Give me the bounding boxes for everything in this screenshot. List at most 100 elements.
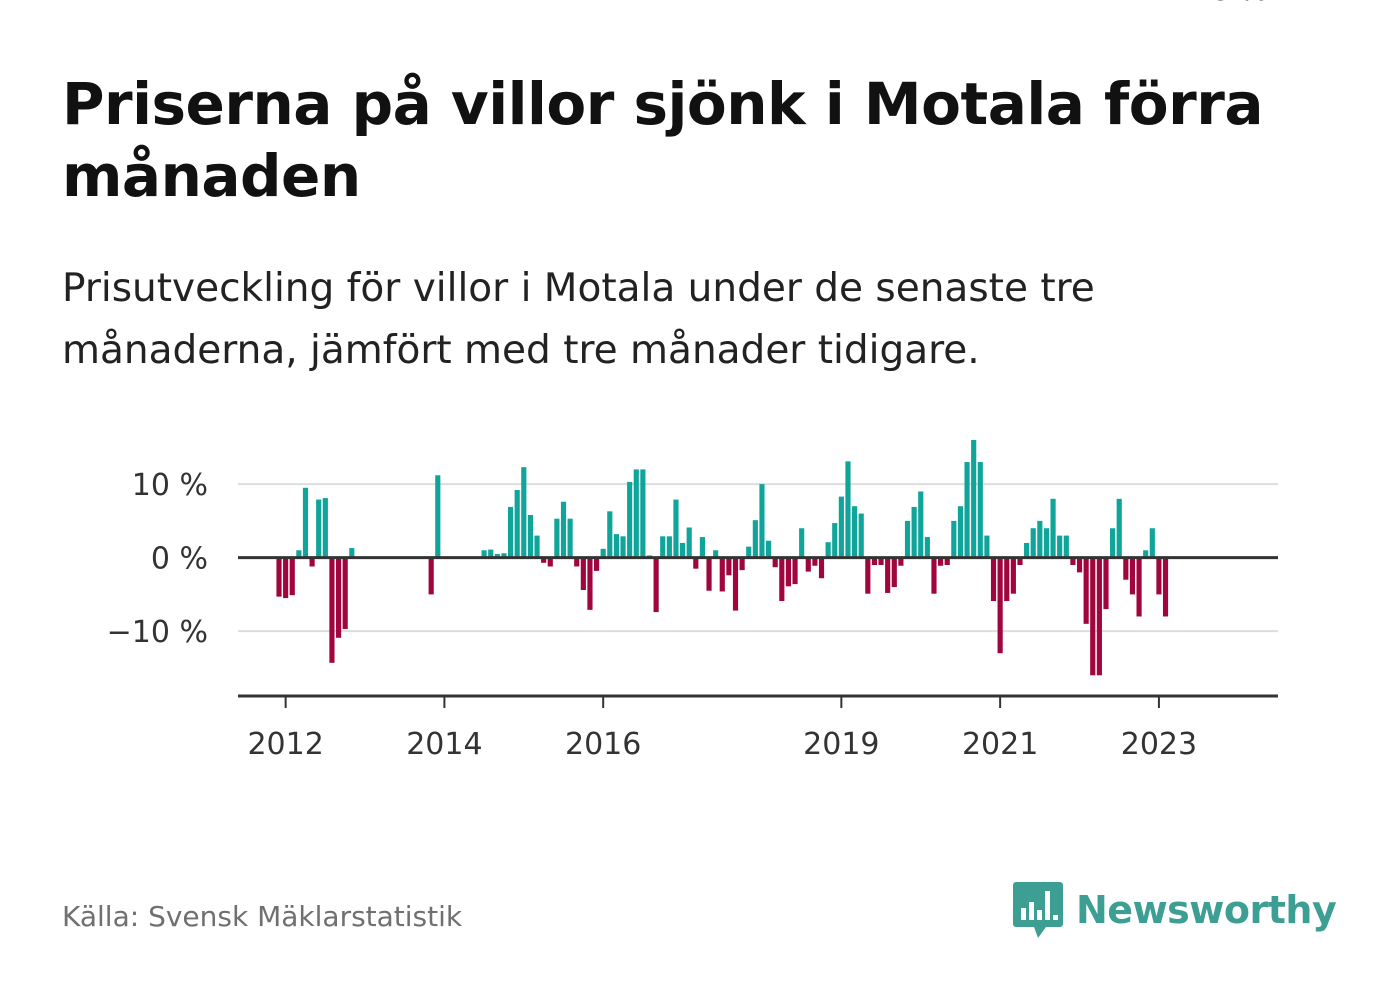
bar-2014-07 bbox=[481, 550, 487, 558]
bar-2012-10 bbox=[342, 557, 348, 629]
y-tick-label: 0 % bbox=[151, 542, 208, 577]
bar-2021-05 bbox=[1024, 542, 1030, 558]
bar-2012-02 bbox=[289, 557, 295, 596]
bar-2012-08 bbox=[329, 557, 335, 663]
bar-2022-12 bbox=[1149, 528, 1155, 558]
bar-2021-02 bbox=[1004, 557, 1010, 602]
bar-2019-10 bbox=[898, 557, 904, 566]
bar-2012-06 bbox=[316, 499, 322, 558]
bar-2014-12 bbox=[514, 490, 520, 558]
bar-2021-04 bbox=[1017, 557, 1023, 565]
bar-2020-12 bbox=[990, 557, 997, 602]
bar-2017-11 bbox=[746, 546, 752, 558]
bar-2012-07 bbox=[322, 498, 328, 558]
bar-2012-11 bbox=[349, 548, 355, 558]
bar-2016-09 bbox=[653, 557, 659, 613]
bar-2022-02 bbox=[1083, 557, 1089, 624]
bar-2018-02 bbox=[766, 540, 772, 558]
bar-2013-11 bbox=[428, 557, 434, 595]
bar-2018-12 bbox=[832, 523, 838, 558]
bar-2023-02 bbox=[1162, 557, 1169, 617]
bar-2019-05 bbox=[865, 557, 871, 594]
bar-2021-10 bbox=[1057, 535, 1063, 558]
bar-2016-12 bbox=[673, 499, 679, 558]
bar-2022-04 bbox=[1096, 557, 1102, 676]
bar-2015-01 bbox=[521, 467, 527, 558]
bar-2014-08 bbox=[488, 549, 494, 558]
bar-2022-11 bbox=[1143, 550, 1149, 558]
bar-2015-12 bbox=[593, 557, 600, 571]
bar-2020-04 bbox=[938, 557, 944, 566]
bar-2021-01 bbox=[997, 557, 1003, 654]
bar-2017-06 bbox=[713, 550, 719, 558]
bar-2014-09 bbox=[494, 553, 500, 558]
bar-2020-10 bbox=[977, 462, 983, 558]
bar-2019-03 bbox=[852, 506, 858, 558]
bar-2018-09 bbox=[812, 557, 818, 566]
bar-2018-11 bbox=[825, 542, 831, 558]
bar-2017-01 bbox=[680, 542, 686, 558]
bar-2015-09 bbox=[574, 557, 580, 567]
bar-2017-05 bbox=[706, 557, 712, 591]
bar-2015-06 bbox=[554, 518, 560, 558]
bar-2012-04 bbox=[302, 487, 309, 558]
bar-2018-01 bbox=[759, 484, 765, 558]
bar-2018-04 bbox=[779, 557, 785, 602]
bar-2018-03 bbox=[772, 557, 778, 568]
x-tick-label: 2021 bbox=[962, 727, 1038, 762]
bar-2019-06 bbox=[871, 557, 878, 565]
bar-2019-11 bbox=[904, 520, 911, 558]
bar-2022-03 bbox=[1090, 557, 1096, 676]
bar-2018-08 bbox=[805, 557, 811, 572]
bar-2018-05 bbox=[785, 557, 792, 587]
x-tick-label: 2014 bbox=[406, 727, 482, 762]
bar-2016-01 bbox=[600, 548, 606, 558]
bar-2022-09 bbox=[1129, 557, 1136, 595]
bar-2015-11 bbox=[587, 557, 593, 610]
bar-chart-speech-bubble-icon bbox=[1013, 882, 1063, 938]
bar-2020-02 bbox=[924, 537, 930, 558]
bar-2020-03 bbox=[931, 557, 937, 594]
bar-2022-10 bbox=[1136, 557, 1142, 617]
bar-2020-06 bbox=[951, 520, 957, 558]
bar-2019-08 bbox=[885, 557, 891, 593]
bar-2012-03 bbox=[296, 550, 302, 558]
bar-2015-05 bbox=[547, 557, 553, 567]
bar-2021-12 bbox=[1070, 557, 1076, 565]
bar-2022-08 bbox=[1123, 557, 1129, 580]
bar-2017-02 bbox=[686, 527, 692, 558]
bar-2022-06 bbox=[1110, 528, 1116, 558]
chart-subtitle: Prisutveckling för villor i Motala under… bbox=[62, 266, 1095, 373]
bar-2012-09 bbox=[335, 557, 342, 638]
bar-2016-05 bbox=[627, 481, 633, 558]
bar-2023-01 bbox=[1156, 557, 1162, 595]
bar-2017-12 bbox=[752, 520, 758, 558]
x-tick-label: 2019 bbox=[803, 727, 879, 762]
bar-2021-09 bbox=[1050, 498, 1056, 558]
bar-2020-08 bbox=[964, 462, 970, 558]
bar-2015-02 bbox=[527, 515, 533, 558]
bar-2022-05 bbox=[1103, 557, 1109, 610]
bar-2014-10 bbox=[501, 553, 507, 558]
chart-title: Priserna på villor sjönk i Motala förra … bbox=[62, 70, 1263, 210]
bar-2017-09 bbox=[732, 557, 739, 611]
bar-2015-08 bbox=[567, 518, 573, 558]
brand-name: Newsworthy bbox=[1076, 888, 1337, 932]
label-layer: 10 % 0 % −10 % 2012 2014 2016 2019 2021 2023 −8 % bbox=[107, 0, 1268, 762]
newsworthy-logo[interactable]: Newsworthy bbox=[1012, 880, 1337, 940]
bar-2018-06 bbox=[792, 557, 798, 585]
axis-layer bbox=[238, 556, 1278, 708]
bar-2020-09 bbox=[971, 440, 977, 558]
bar-2015-10 bbox=[580, 557, 586, 590]
bar-2019-09 bbox=[891, 557, 897, 588]
bar-2019-04 bbox=[858, 513, 864, 558]
bar-2020-05 bbox=[944, 557, 950, 565]
bar-2016-10 bbox=[660, 536, 666, 558]
bar-2014-11 bbox=[507, 506, 514, 558]
x-tick-label: 2023 bbox=[1121, 727, 1197, 762]
grid-layer bbox=[238, 483, 1278, 633]
bar-2015-04 bbox=[541, 557, 547, 563]
bar-2021-07 bbox=[1037, 520, 1043, 558]
x-tick-label: 2016 bbox=[565, 727, 641, 762]
bar-2022-01 bbox=[1076, 557, 1083, 573]
